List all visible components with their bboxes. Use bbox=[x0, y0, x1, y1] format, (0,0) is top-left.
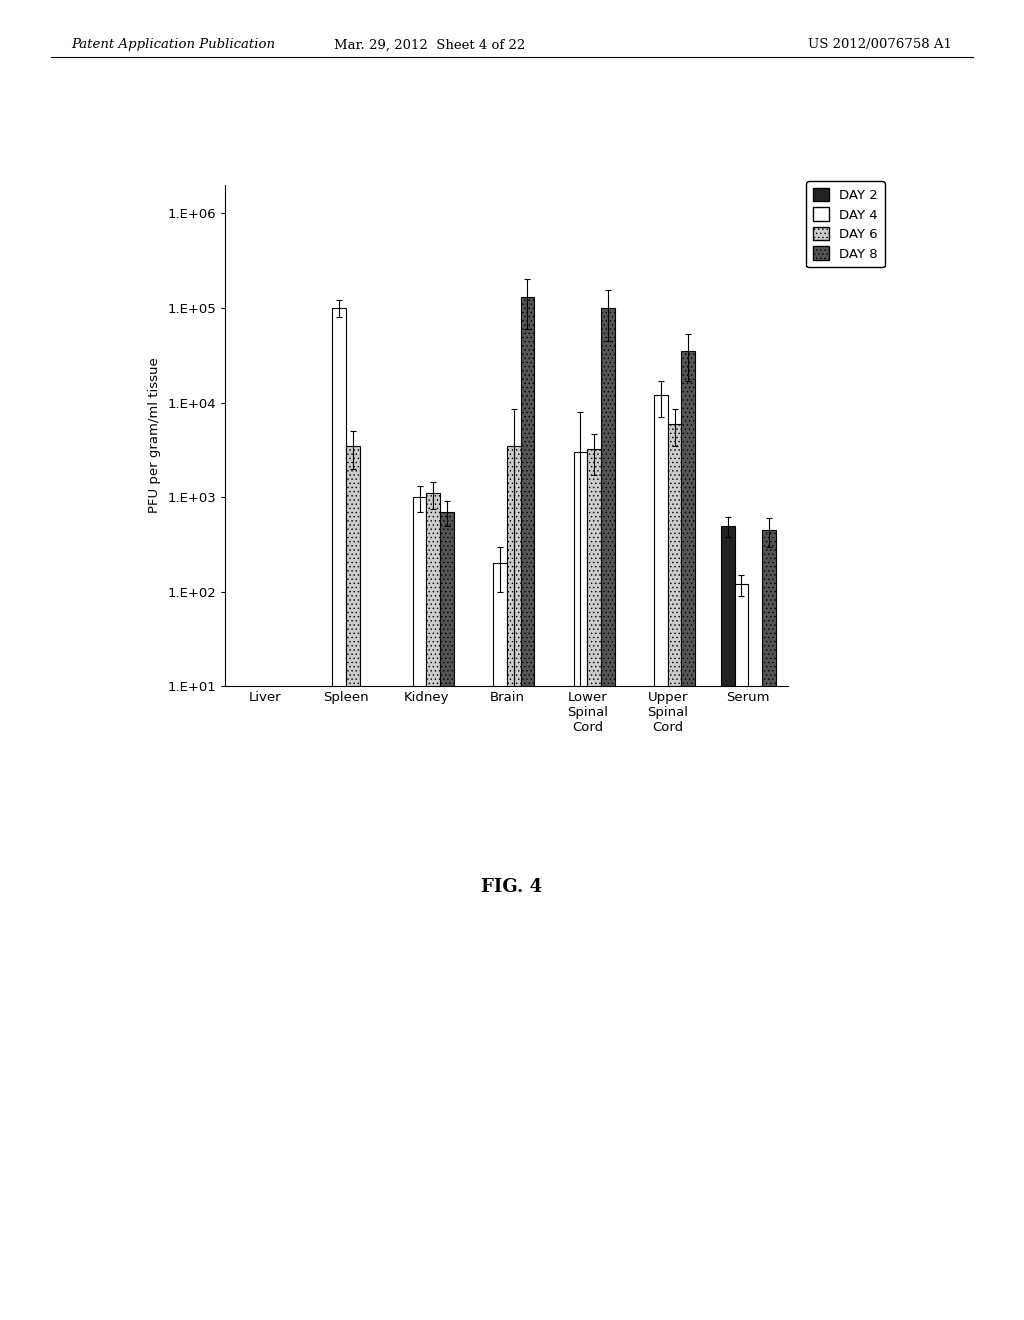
Bar bbox=[413, 498, 426, 1320]
Bar bbox=[762, 529, 775, 1320]
Bar bbox=[494, 564, 507, 1320]
Bar bbox=[601, 308, 614, 1320]
Bar bbox=[520, 297, 535, 1320]
Bar bbox=[682, 351, 695, 1320]
Bar bbox=[440, 512, 454, 1320]
Bar bbox=[426, 494, 440, 1320]
Legend: DAY 2, DAY 4, DAY 6, DAY 8: DAY 2, DAY 4, DAY 6, DAY 8 bbox=[806, 181, 885, 267]
Text: US 2012/0076758 A1: US 2012/0076758 A1 bbox=[808, 38, 952, 51]
Text: Mar. 29, 2012  Sheet 4 of 22: Mar. 29, 2012 Sheet 4 of 22 bbox=[335, 38, 525, 51]
Bar bbox=[332, 308, 346, 1320]
Text: Patent Application Publication: Patent Application Publication bbox=[72, 38, 275, 51]
Bar bbox=[734, 585, 749, 1320]
Bar bbox=[721, 525, 734, 1320]
Bar bbox=[507, 446, 520, 1320]
Text: FIG. 4: FIG. 4 bbox=[481, 878, 543, 896]
Y-axis label: PFU per gram/ml tissue: PFU per gram/ml tissue bbox=[147, 358, 161, 513]
Bar bbox=[668, 424, 682, 1320]
Bar bbox=[346, 446, 359, 1320]
Bar bbox=[588, 449, 601, 1320]
Bar bbox=[654, 395, 668, 1320]
Bar bbox=[573, 451, 588, 1320]
